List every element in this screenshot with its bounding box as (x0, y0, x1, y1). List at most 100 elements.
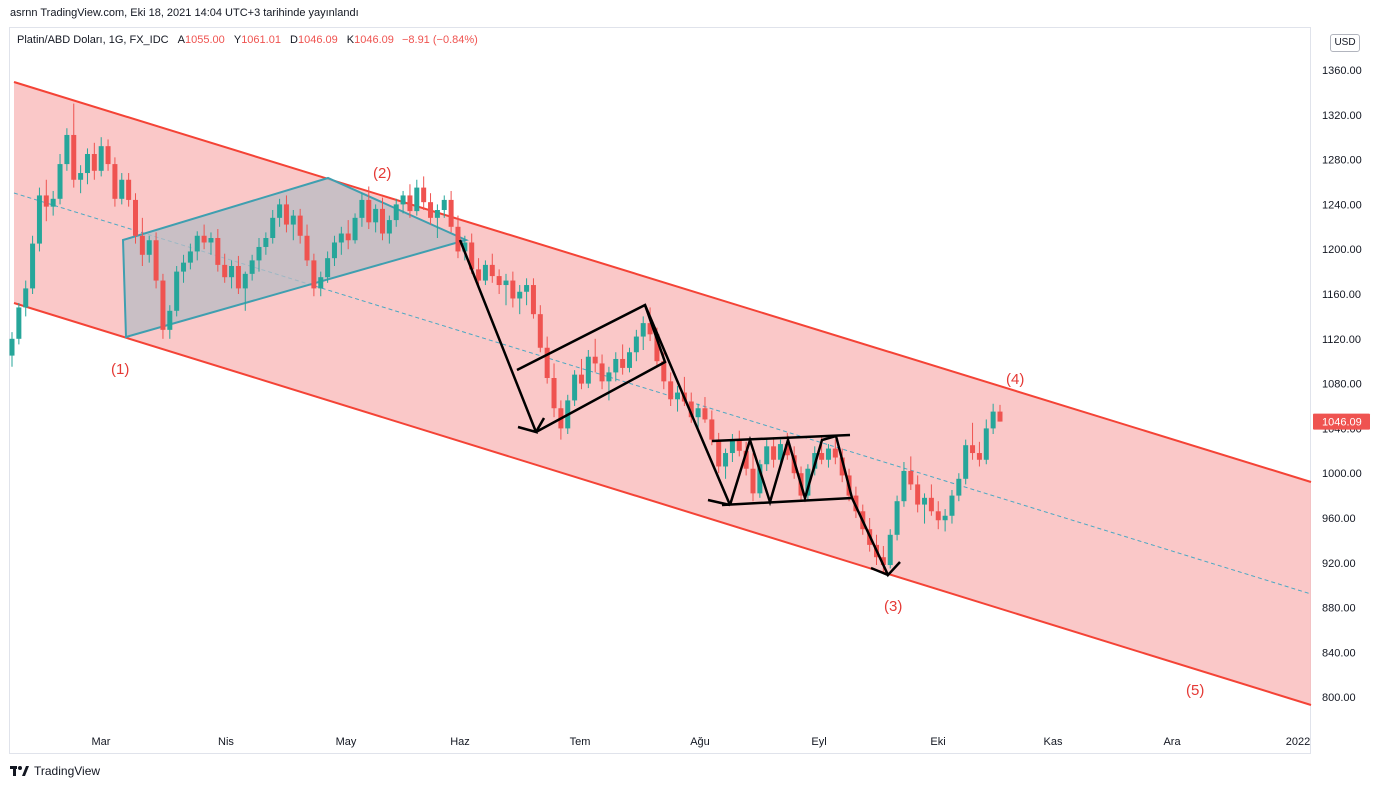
time-tick-label: Ara (1163, 736, 1181, 748)
wave-label: (1) (111, 361, 129, 378)
candle-body (695, 408, 701, 418)
symbol-name[interactable]: Platin/ABD Doları, 1G, FX_IDC (17, 34, 169, 46)
candle-body (764, 446, 770, 465)
candle-body (352, 217, 358, 241)
candle-body (976, 453, 982, 460)
candle-body (126, 179, 132, 200)
time-tick-label: Eyl (811, 736, 826, 748)
candle-body (915, 484, 921, 505)
candle-body (729, 439, 735, 454)
candle-body (215, 238, 221, 265)
price-tick-label: 880.00 (1322, 603, 1356, 615)
channel-fill (14, 82, 1311, 705)
price-tick-label: 1160.00 (1322, 289, 1361, 301)
last-price-tag (1313, 413, 1370, 430)
time-tick-label: Haz (450, 736, 470, 748)
candle-body (78, 173, 84, 180)
candle-body (331, 242, 337, 259)
candle-body (160, 280, 166, 330)
candle-body (64, 134, 70, 165)
candle-body (98, 146, 104, 171)
price-tick-label: 840.00 (1322, 647, 1356, 659)
candle-body (544, 347, 550, 378)
candle-body (832, 448, 838, 458)
candle-body (146, 240, 152, 255)
candle-body (277, 204, 283, 218)
candle-body (633, 336, 639, 353)
candle-body (455, 226, 461, 252)
candle-body (434, 210, 440, 218)
candle-body (784, 444, 790, 456)
candle-body (963, 445, 969, 479)
candle-body (393, 204, 399, 221)
candle-body (640, 323, 646, 337)
currency-button[interactable]: USD (1330, 34, 1360, 52)
candle-body (338, 233, 344, 243)
candle-body (935, 511, 941, 521)
candle-body (325, 258, 331, 278)
high-value: 1061.01 (241, 34, 281, 46)
candle-body (894, 501, 900, 535)
candle-body (311, 260, 317, 289)
open-value: 1055.00 (185, 34, 225, 46)
candle-body (270, 217, 276, 238)
candle-body (469, 242, 475, 270)
tradingview-logo[interactable]: TradingView (10, 764, 100, 778)
candle-body (386, 220, 392, 234)
candle-body (839, 457, 845, 476)
time-tick-label: Kas (1044, 736, 1063, 748)
candle-body (256, 246, 262, 261)
wave-label: (5) (1186, 682, 1204, 699)
pattern-line (870, 566, 889, 577)
candle-body (970, 445, 976, 454)
pattern-line (728, 434, 901, 578)
candle-body (750, 468, 756, 494)
time-axis[interactable]: Mar Nis May Haz Tem Ağu Eyl Eki Kas Ara 2022 (92, 736, 1311, 748)
low-label: D (290, 34, 298, 46)
channel-upper-line (13, 81, 1312, 483)
candle-body (441, 199, 447, 210)
candle-body (16, 307, 22, 339)
price-tick-label: 1000.00 (1322, 468, 1362, 480)
candle-body (153, 240, 159, 281)
wave-labels: (1) (2) (3) (4) (5) (111, 165, 1204, 699)
candle-body (139, 235, 145, 255)
wave-label: (4) (1006, 371, 1024, 388)
time-tick-label: Nis (218, 736, 234, 748)
candle-body (133, 199, 138, 236)
candle-body (702, 408, 708, 420)
candle-body (757, 464, 763, 494)
candle-body (345, 233, 351, 241)
close-value: 1046.09 (354, 34, 394, 46)
candle-body (592, 356, 598, 364)
time-tick-label: 2022 (1286, 736, 1310, 748)
candle-body (380, 208, 385, 234)
candle-body (297, 215, 303, 236)
candle-body (599, 363, 605, 382)
candle-body (167, 310, 173, 330)
candle-body (771, 446, 777, 460)
candle-body (242, 273, 248, 289)
candle-body (942, 515, 948, 521)
candle-body (400, 195, 406, 205)
candle-body (825, 448, 831, 460)
candle-body (249, 260, 255, 274)
time-tick-label: Tem (570, 736, 591, 748)
candle-body (263, 238, 269, 247)
candle-body (105, 146, 111, 165)
candle-body (208, 238, 214, 243)
candle-body (572, 374, 578, 401)
price-tick-label: 1080.00 (1322, 379, 1362, 391)
pattern-lines (458, 239, 901, 578)
candle-body (620, 358, 626, 368)
price-channel (13, 81, 1312, 706)
candle-body (709, 419, 715, 440)
price-tick-label: 1200.00 (1322, 244, 1362, 256)
candle-body (956, 478, 962, 496)
candle-body (887, 534, 893, 566)
candle-body (805, 468, 811, 496)
last-price-label: 1046.09 (1322, 417, 1362, 429)
price-axis[interactable]: 1360.00 1320.00 1280.00 1240.00 1200.00 1160.… (1313, 65, 1370, 704)
candle-body (654, 334, 660, 362)
